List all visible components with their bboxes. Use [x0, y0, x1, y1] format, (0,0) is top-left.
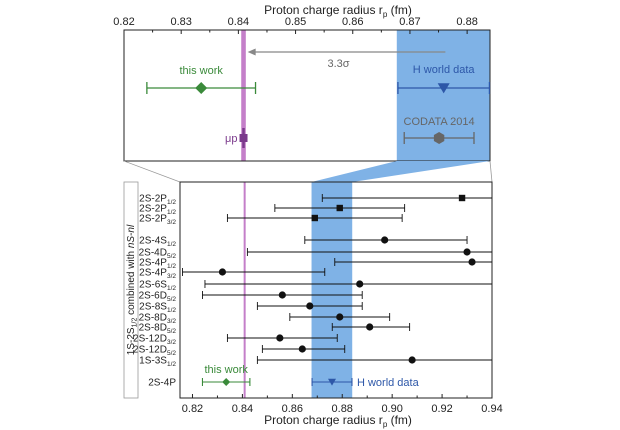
row-2s-4p-1-2-label: 2S-4P1/2 — [139, 258, 176, 271]
top-frame — [123, 29, 491, 162]
bottom-tick-label: 0.94 — [481, 403, 502, 415]
top-tick-label: 0.82 — [113, 16, 134, 28]
row-2s-2p-3-2-label: 2S-2P3/2 — [139, 214, 176, 227]
row-2s-6s-1-2-marker — [356, 280, 364, 288]
row-2s-12d-3-2-marker — [276, 334, 284, 342]
bottom-tick-label: 0.82 — [182, 403, 203, 415]
top-axis-title: Proton charge radius rp (fm) — [264, 3, 412, 19]
top-point--p-marker — [239, 134, 248, 142]
row-2s-8d-5-2-label: 2S-8D5/2 — [139, 323, 177, 336]
row-2s-4p-3-2-label: 2S-4P3/2 — [139, 268, 176, 281]
bottom-tick-label: 0.86 — [282, 403, 303, 415]
sigma-label: 3.3σ — [327, 58, 349, 70]
top-point-codata-2014-marker — [433, 132, 445, 144]
bottom-frame — [179, 181, 493, 399]
top-point-h-world-data-label: H world data — [413, 64, 476, 76]
top-tick-label: 0.84 — [228, 16, 249, 28]
summary-row-label: 2S-4P — [148, 378, 176, 389]
row-2s-12d-5-2-marker — [298, 345, 306, 353]
summary-this-work-label: this work — [204, 364, 248, 376]
muon-band — [241, 30, 246, 161]
row-2s-4p-1-2-marker — [468, 258, 476, 266]
row-2s-2p-1-2-marker — [458, 194, 466, 202]
top-point-h-world-data-marker — [437, 83, 450, 94]
side-label-box — [123, 181, 139, 399]
connector-band — [311, 161, 490, 182]
side-label: 1S-2S1/2 combined with nS-nl — [126, 224, 139, 355]
top-panel: 0.82 0.83 0.84 0.85 0.86 0.87 0.88 3.3σ this wor… — [113, 16, 491, 162]
row-2s-6d-5-2-marker — [278, 291, 286, 299]
row-2s-4s-1-2-label: 2S-4S1/2 — [139, 236, 176, 249]
row-2s-8d-5-2-marker — [366, 323, 374, 331]
row-2s-8d-3-2-marker — [336, 313, 344, 321]
summary-h-world-marker — [328, 378, 337, 386]
row-2s-12d-3-2-label: 2S-12D3/2 — [133, 334, 176, 347]
row-1s-3s-1-2-label: 1S-3S1/2 — [139, 356, 176, 369]
bottom-axis-title: Proton charge radius rp (fm) — [264, 413, 412, 429]
top-point-codata-2014-label: CODATA 2014 — [404, 116, 475, 128]
h-world-band-bottom — [311, 182, 353, 398]
bottom-tick-label: 0.84 — [232, 403, 253, 415]
row-2s-8s-1-2-label: 2S-8S1/2 — [139, 302, 176, 315]
row-2s-8d-3-2-label: 2S-8D3/2 — [139, 313, 177, 326]
top-point--p-label: μp — [225, 133, 237, 145]
bottom-tick-label: 0.90 — [381, 403, 402, 415]
row-2s-4d-5-2-label: 2S-4D5/2 — [139, 248, 177, 261]
row-2s-2p-1-2-label: 2S-2P1/2 — [139, 204, 176, 217]
top-point-this-work-marker — [195, 82, 208, 94]
row-2s-2p-1-2-label: 2S-2P1/2 — [139, 194, 176, 207]
sigma-arrow-head — [247, 48, 256, 56]
row-2s-2p-3-2-marker — [311, 214, 318, 222]
row-2s-6d-5-2-label: 2S-6D5/2 — [139, 291, 177, 304]
bottom-panel: 0.82 0.84 0.86 0.88 0.90 0.92 0.942S-2P1/22S-2… — [133, 181, 503, 415]
top-tick-label: 0.87 — [399, 16, 420, 28]
row-2s-2p-1-2-marker — [336, 204, 343, 212]
top-tick-label: 0.83 — [170, 16, 191, 28]
row-2s-4s-1-2-marker — [381, 236, 389, 244]
bottom-tick-label: 0.88 — [332, 403, 353, 415]
top-tick-label: 0.86 — [342, 16, 363, 28]
row-2s-6s-1-2-label: 2S-6S1/2 — [139, 280, 176, 293]
summary-h-world-label: H world data — [357, 377, 420, 389]
row-2s-12d-5-2-label: 2S-12D5/2 — [133, 345, 176, 358]
summary-this-work-marker — [222, 378, 231, 386]
bottom-tick-label: 0.92 — [431, 403, 452, 415]
top-tick-label: 0.85 — [285, 16, 306, 28]
row-2s-8s-1-2-marker — [306, 302, 314, 310]
row-2s-4d-5-2-marker — [463, 248, 471, 256]
connector-line-left — [123, 160, 181, 183]
row-1s-3s-1-2-marker — [408, 356, 416, 364]
connector-line-right — [489, 160, 493, 183]
top-point-this-work-label: this work — [180, 65, 224, 77]
top-tick-label: 0.88 — [456, 16, 477, 28]
zoom-connector — [123, 160, 493, 183]
row-2s-4p-3-2-marker — [218, 268, 227, 276]
